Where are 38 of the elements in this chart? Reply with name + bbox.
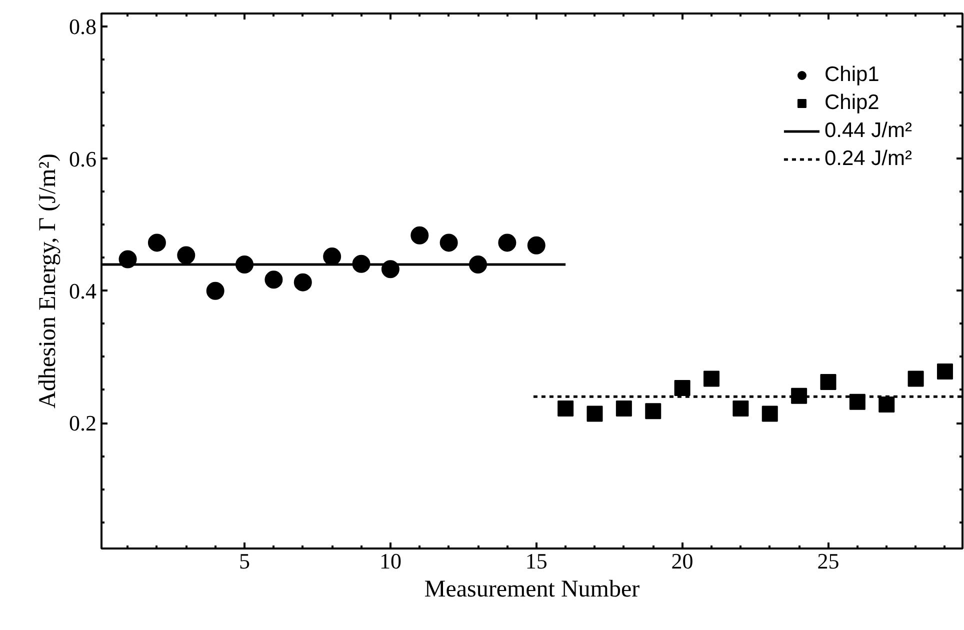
legend-label: 0.44 J/m² xyxy=(824,119,912,143)
point xyxy=(558,400,574,416)
point xyxy=(878,396,895,413)
point xyxy=(674,380,690,396)
point xyxy=(849,394,866,410)
point xyxy=(936,363,953,380)
point xyxy=(586,406,603,422)
point xyxy=(206,282,224,300)
point xyxy=(791,388,808,404)
x-tick-label: 10 xyxy=(379,548,402,574)
point xyxy=(410,226,429,244)
point xyxy=(177,246,196,264)
legend-label: Chip2 xyxy=(824,91,880,115)
legend-label: Chip1 xyxy=(824,63,880,87)
point xyxy=(148,234,166,252)
x-axis-title: Measurement Number xyxy=(424,576,640,602)
x-tick-label: 15 xyxy=(525,548,548,574)
point xyxy=(645,403,662,420)
y-tick-label: 0.6 xyxy=(69,146,96,172)
y-tick-label: 0.2 xyxy=(69,410,96,436)
point xyxy=(440,234,458,252)
y-axis-title: Adhesion Energy, Γ (J/m²) xyxy=(35,153,61,409)
point xyxy=(908,370,924,387)
point xyxy=(703,370,720,387)
point xyxy=(732,400,749,416)
x-tick-label: 25 xyxy=(817,548,840,574)
y-tick-label: 0.4 xyxy=(69,278,96,304)
x-tick-label: 5 xyxy=(239,548,250,574)
point xyxy=(527,236,546,254)
point xyxy=(820,374,836,390)
point xyxy=(616,400,632,416)
legend-label: 0.24 J/m² xyxy=(824,147,912,171)
point xyxy=(294,273,312,292)
x-tick-label: 20 xyxy=(671,548,694,574)
point xyxy=(264,270,283,289)
point xyxy=(498,234,516,252)
point xyxy=(762,406,778,422)
y-tick-label: 0.8 xyxy=(69,14,96,40)
